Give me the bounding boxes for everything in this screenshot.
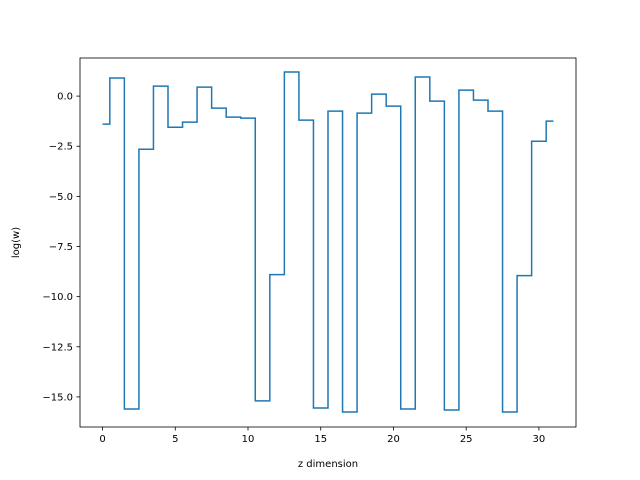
x-tick-label: 20 xyxy=(387,434,400,445)
y-tick-label: 0.0 xyxy=(57,92,73,103)
y-tick-label: −5.0 xyxy=(49,192,73,203)
y-tick-label: −12.5 xyxy=(42,342,73,353)
x-tick-label: 0 xyxy=(99,434,105,445)
x-tick-label: 30 xyxy=(533,434,546,445)
x-tick-label: 10 xyxy=(242,434,255,445)
y-tick-label: −10.0 xyxy=(42,292,73,303)
y-tick-label: −15.0 xyxy=(42,392,73,403)
x-tick-label: 25 xyxy=(460,434,473,445)
y-tick-label: −7.5 xyxy=(49,242,73,253)
y-axis-label: log(w) xyxy=(11,227,22,258)
y-tick-label: −2.5 xyxy=(49,142,73,153)
x-tick-label: 15 xyxy=(314,434,327,445)
x-axis-label: z dimension xyxy=(298,459,358,470)
series-line-0 xyxy=(102,71,554,413)
x-tick-label: 5 xyxy=(172,434,178,445)
axes-frame xyxy=(79,57,577,428)
